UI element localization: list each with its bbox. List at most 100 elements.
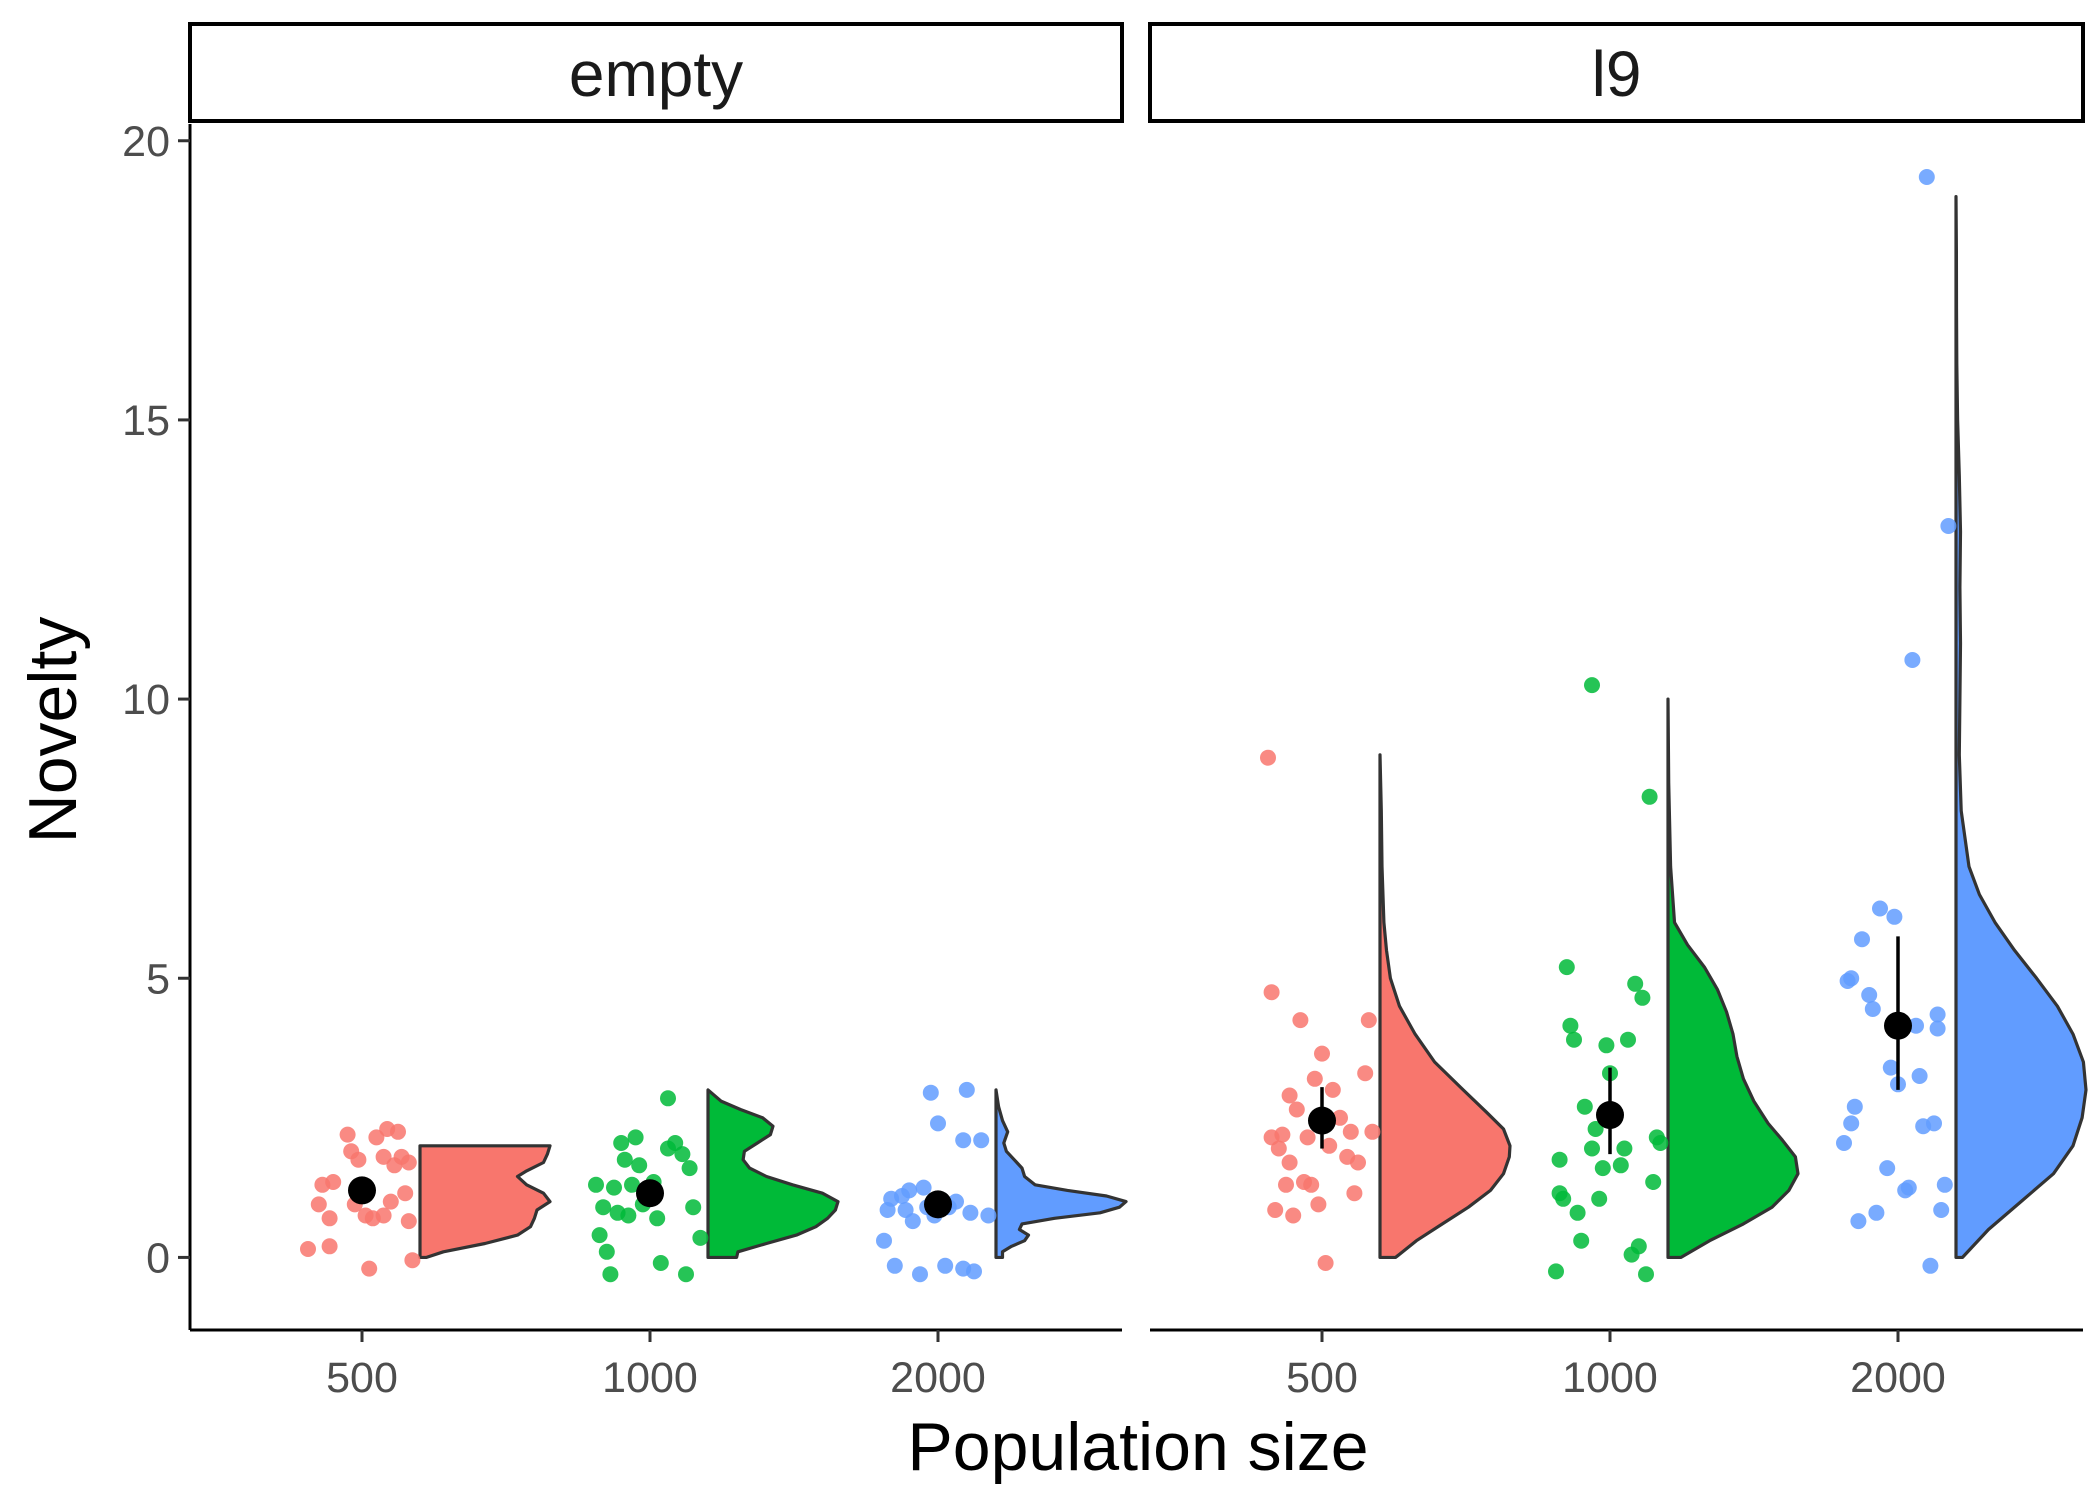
data-point bbox=[1350, 1154, 1366, 1171]
x-tick-label: 2000 bbox=[890, 1354, 986, 1402]
data-point bbox=[930, 1115, 946, 1132]
data-point bbox=[1861, 987, 1878, 1003]
data-point bbox=[325, 1174, 342, 1190]
data-point bbox=[1285, 1207, 1302, 1224]
data-point bbox=[901, 1182, 918, 1199]
data-point bbox=[591, 1227, 608, 1244]
density-violin bbox=[1666, 697, 1800, 1260]
data-point bbox=[300, 1241, 316, 1257]
strip-label: l9 bbox=[1592, 38, 1642, 110]
strip-box bbox=[1148, 22, 2085, 123]
data-point bbox=[1267, 1202, 1284, 1218]
density-violin bbox=[1954, 195, 2088, 1260]
data-point bbox=[321, 1238, 338, 1255]
data-point bbox=[1922, 1257, 1939, 1274]
data-point bbox=[1551, 1151, 1568, 1168]
mean-point bbox=[1884, 1011, 1912, 1040]
data-point bbox=[1868, 1204, 1885, 1221]
data-point bbox=[1346, 1185, 1363, 1202]
data-point bbox=[1548, 1263, 1564, 1280]
x-axis-title: Population size bbox=[907, 1409, 1368, 1485]
data-point bbox=[660, 1090, 676, 1107]
data-point bbox=[692, 1229, 709, 1246]
data-point bbox=[1584, 677, 1600, 694]
group-1000: 1000 bbox=[588, 1088, 840, 1402]
data-point bbox=[1260, 749, 1276, 766]
x-tick-label: 500 bbox=[1286, 1354, 1358, 1402]
data-point bbox=[1886, 908, 1903, 925]
mean-point bbox=[348, 1176, 376, 1205]
y-tick-label: 20 bbox=[122, 118, 170, 166]
y-tick-label: 5 bbox=[146, 955, 170, 1003]
strip-box bbox=[188, 22, 1124, 123]
data-point bbox=[1558, 959, 1575, 976]
data-point bbox=[627, 1129, 644, 1146]
group-2000: 2000 bbox=[1836, 169, 2088, 1402]
data-point bbox=[613, 1135, 630, 1151]
data-point bbox=[1573, 1232, 1590, 1249]
data-point bbox=[404, 1252, 421, 1269]
data-point bbox=[1274, 1126, 1291, 1143]
y-tick-label: 15 bbox=[122, 397, 170, 445]
data-point bbox=[1591, 1190, 1608, 1207]
mean-point bbox=[636, 1179, 664, 1208]
data-point bbox=[649, 1210, 666, 1227]
data-point bbox=[1342, 1123, 1359, 1140]
density-violin bbox=[1378, 753, 1512, 1260]
data-point bbox=[1630, 1238, 1647, 1255]
data-point bbox=[1911, 1068, 1928, 1084]
data-point bbox=[1936, 1176, 1953, 1193]
data-point bbox=[1900, 1179, 1917, 1196]
data-point bbox=[955, 1132, 972, 1149]
data-point bbox=[962, 1204, 979, 1221]
data-point bbox=[624, 1176, 640, 1193]
data-point bbox=[1864, 1001, 1881, 1017]
data-point bbox=[1310, 1196, 1327, 1213]
data-point bbox=[1555, 1190, 1572, 1207]
panels-layer: 0 5 10 15 20 empty 500 1000 2000 l9 500 1000 2000 bbox=[122, 22, 2088, 1402]
data-point bbox=[321, 1210, 338, 1227]
data-point bbox=[1634, 989, 1651, 1006]
data-point bbox=[1303, 1176, 1320, 1193]
mean-point bbox=[1308, 1106, 1336, 1135]
data-point bbox=[1929, 1006, 1946, 1023]
data-point bbox=[1836, 1135, 1852, 1151]
data-point bbox=[652, 1255, 669, 1271]
data-point bbox=[620, 1207, 637, 1224]
data-point bbox=[1918, 169, 1935, 185]
data-point bbox=[681, 1160, 698, 1177]
data-point bbox=[904, 1213, 921, 1230]
data-point bbox=[1929, 1020, 1946, 1037]
data-point bbox=[1278, 1176, 1294, 1193]
data-point bbox=[598, 1243, 615, 1260]
x-tick-label: 500 bbox=[326, 1354, 398, 1402]
density-violin bbox=[418, 1144, 552, 1260]
panel-l9: l9 500 1000 2000 bbox=[1148, 22, 2088, 1402]
data-point bbox=[1908, 1017, 1924, 1034]
data-point bbox=[588, 1176, 604, 1193]
data-point bbox=[1612, 1157, 1629, 1174]
y-axis: 0 5 10 15 20 bbox=[122, 118, 192, 1330]
data-point bbox=[368, 1129, 385, 1146]
x-tick-label: 1000 bbox=[602, 1354, 698, 1402]
data-point bbox=[390, 1123, 406, 1140]
data-point bbox=[602, 1266, 619, 1283]
data-point bbox=[1584, 1140, 1600, 1157]
data-point bbox=[922, 1084, 939, 1101]
data-point bbox=[1281, 1087, 1298, 1104]
y-axis-title: Novelty bbox=[15, 617, 91, 844]
data-point bbox=[1587, 1121, 1604, 1137]
data-point bbox=[400, 1213, 417, 1230]
data-point bbox=[1638, 1266, 1654, 1283]
data-point bbox=[1616, 1140, 1633, 1157]
data-point bbox=[375, 1207, 392, 1224]
data-point bbox=[1263, 984, 1280, 1001]
y-tick-label: 0 bbox=[146, 1234, 170, 1282]
data-point bbox=[1641, 788, 1658, 805]
mean-point bbox=[924, 1190, 952, 1219]
data-point bbox=[1281, 1154, 1298, 1171]
mean-point bbox=[1596, 1101, 1624, 1130]
data-point bbox=[631, 1157, 648, 1174]
data-point bbox=[876, 1232, 892, 1249]
data-point bbox=[400, 1154, 417, 1171]
